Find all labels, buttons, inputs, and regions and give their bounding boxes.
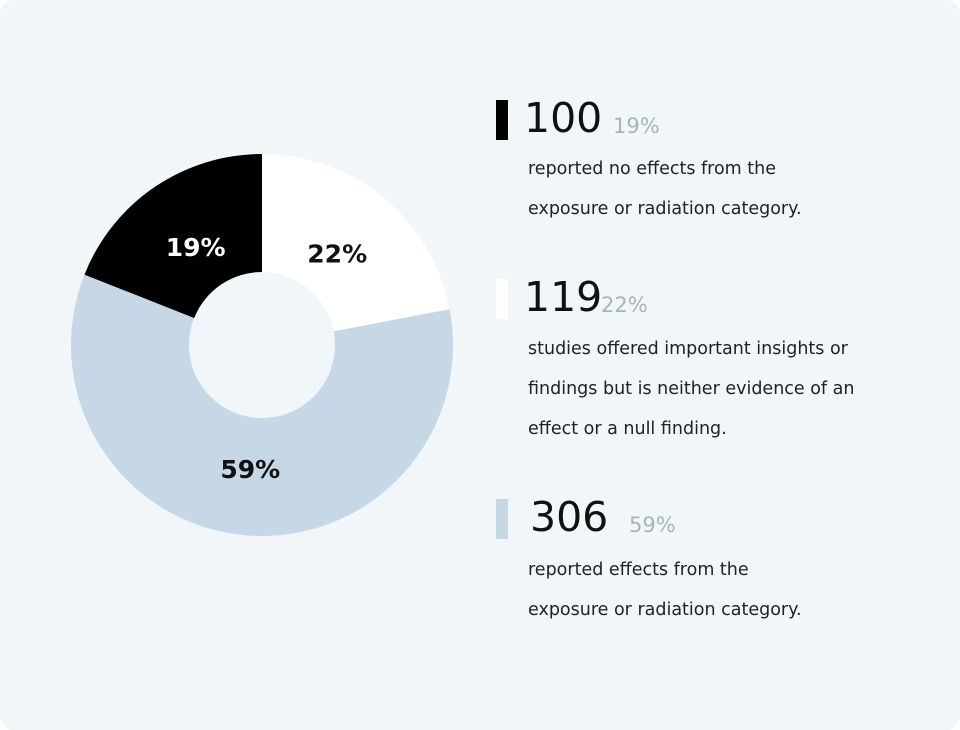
donut-slice bbox=[70, 274, 453, 537]
legend-count: 306 bbox=[530, 493, 609, 541]
legend-swatch bbox=[496, 499, 508, 539]
legend-count: 100 bbox=[524, 94, 603, 142]
legend-description-line: effect or a null finding. bbox=[528, 419, 727, 439]
donut-slice bbox=[262, 154, 450, 332]
legend-swatch bbox=[496, 100, 508, 140]
legend-count: 119 bbox=[524, 273, 603, 321]
legend-percent: 19% bbox=[613, 114, 660, 138]
donut-chart: 19% 22% 59% bbox=[70, 154, 453, 537]
legend-percent: 59% bbox=[629, 513, 676, 537]
legend-description-line: exposure or radiation category. bbox=[528, 600, 802, 620]
legend-description-line: findings but is neither evidence of an bbox=[528, 379, 855, 399]
legend-description-line: reported effects from the bbox=[528, 560, 749, 580]
legend-swatch bbox=[496, 279, 508, 319]
donut-slice-label: 22% bbox=[307, 240, 367, 269]
donut-slice bbox=[84, 154, 262, 319]
donut-slice-label: 59% bbox=[220, 455, 280, 484]
legend-percent: 22% bbox=[601, 293, 648, 317]
legend-description-line: reported no effects from the bbox=[528, 159, 777, 179]
legend-description-line: studies offered important insights or bbox=[528, 339, 848, 359]
legend-description-line: exposure or radiation category. bbox=[528, 199, 802, 219]
donut-slice-label: 19% bbox=[166, 233, 226, 262]
